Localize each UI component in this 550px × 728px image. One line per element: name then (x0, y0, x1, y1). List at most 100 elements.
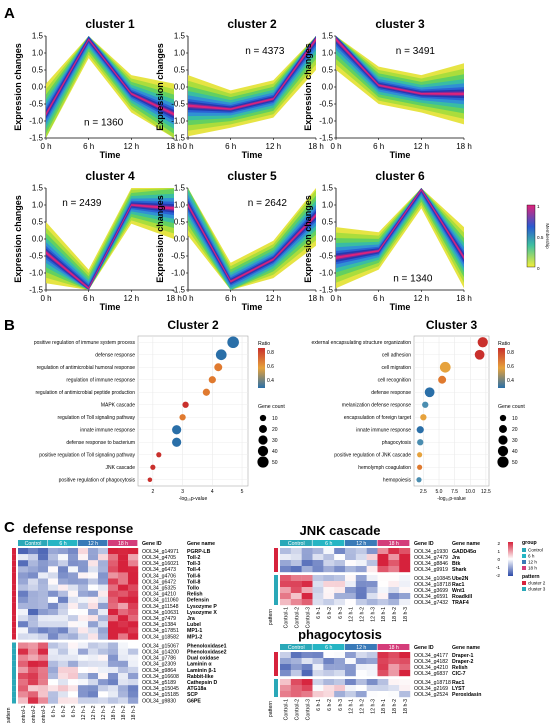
count-legend-dot (258, 435, 268, 445)
heatmap-cell (78, 654, 89, 661)
heatmap-cell (312, 664, 324, 671)
heatmap-cell (28, 621, 39, 628)
pattern-bar (274, 599, 278, 605)
heatmap-cell (58, 621, 69, 628)
sample-label: 12 h-3 (370, 607, 376, 622)
heatmap-cell (290, 554, 302, 561)
heatmap-cell (78, 648, 89, 655)
heatmap-cell (98, 685, 109, 692)
heatmap-cell (128, 673, 139, 680)
heatmap-cell (377, 554, 389, 561)
heatmap-cell (345, 599, 357, 606)
heatmap-cell (345, 560, 357, 567)
heatmap-cell (399, 560, 411, 567)
x-tick-label: 6 h (83, 142, 94, 151)
gene-id: OOL34_g15067 (142, 643, 179, 649)
heatmap-cell (28, 554, 39, 561)
heatmap-cell (58, 584, 69, 591)
heatmap-cell (355, 679, 367, 686)
heatmap-cell (68, 596, 79, 604)
y-tick-label: -0.5 (29, 252, 43, 261)
heatmap-cell (388, 652, 400, 659)
group-header-label: 18 h (389, 541, 399, 547)
gene-id: OOL34_g15045 (142, 686, 179, 692)
heatmap-cell (108, 572, 119, 579)
membership-tick: 1 (537, 204, 540, 209)
heatmap-cell (68, 560, 79, 567)
heatmap-cell (108, 660, 119, 668)
heatmap-cell (118, 660, 129, 668)
ratio-tick: 0.8 (507, 350, 514, 356)
heatmap-cell (88, 578, 99, 585)
y-axis-label: Expression changes (13, 195, 23, 283)
count-legend-label: 10 (272, 416, 278, 422)
heatmap-cell (118, 679, 129, 686)
term-label: external encapsulating structure organiz… (311, 340, 411, 346)
y-tick-label: 0.0 (32, 83, 44, 92)
x-tick-label: 10.0 (465, 489, 475, 495)
heatmap-cell (355, 587, 367, 594)
heatmap-cell (78, 572, 89, 579)
y-tick-label: 1.0 (174, 49, 186, 58)
heatmap-cell (98, 548, 109, 555)
heatmap-cell (18, 560, 29, 567)
gene-name: ClC-7 (452, 671, 466, 677)
heatmap-cell (323, 560, 335, 567)
heatmap-cell (366, 560, 378, 567)
heatmap-cell (38, 621, 49, 628)
heatmap-cell (128, 648, 139, 655)
gene-id: OOL34_g2309 (142, 662, 176, 668)
heatmap-cell (28, 609, 39, 616)
heatmap-cell (334, 685, 346, 692)
count-legend-dot (257, 445, 269, 457)
group-legend-swatch (522, 548, 526, 552)
heatmap-cell (312, 670, 324, 677)
heatmap-cell (58, 679, 69, 686)
heatmap-cell (399, 685, 411, 692)
group-header-2 (345, 540, 377, 546)
gene-name: Relish (187, 592, 203, 598)
heatmap-cell (290, 664, 302, 671)
gene-name: Peroxidasin (452, 692, 481, 698)
term-label: cell migration (382, 365, 412, 371)
heatmap-cell (118, 596, 129, 604)
pattern-bar (274, 554, 278, 560)
heatmap-cell (28, 666, 39, 674)
pattern-legend-title: pattern (522, 574, 540, 580)
heatmap-cell (334, 658, 346, 665)
heatmap-cell (334, 587, 346, 594)
heatmap-cell (399, 679, 411, 686)
gene-name: PGRP-LB (187, 549, 211, 555)
cluster-count: n = 2439 (62, 198, 102, 209)
heatmap-cell (118, 615, 129, 622)
gene-name: Lubel (187, 622, 201, 628)
gene-id: OOL34_g7786 (142, 656, 176, 662)
y-tick-label: 0.5 (322, 218, 334, 227)
heatmap-cell (68, 548, 79, 555)
heatmap-cell (366, 554, 378, 561)
heatmap-cell (38, 666, 49, 674)
heatmap-cell (290, 548, 302, 555)
membership-band-3 (188, 36, 316, 121)
gene-id: OOL34_g7479 (414, 555, 448, 561)
heatmap-cell (118, 578, 129, 585)
heatmap-cell (28, 590, 39, 597)
heatmap-cell (280, 691, 292, 698)
x-axis-label: Time (100, 150, 121, 160)
heatmap-cell (366, 658, 378, 665)
zscore-colorbar (508, 542, 513, 576)
heatmap-cell (38, 609, 49, 616)
heatmap-cell (38, 554, 49, 561)
heatmap-cell (28, 560, 39, 567)
heatmap-cell (28, 627, 39, 634)
heatmap-cell (28, 566, 39, 573)
membership-band-7 (188, 36, 316, 111)
heatmap-title: defense response (23, 521, 134, 536)
heatmap-jnk-cascade: JNK cascade Control 6 h 12 h 18 h Gene ID Gene… (268, 523, 480, 628)
heatmap-cell (280, 652, 292, 659)
pattern-bar (12, 633, 16, 640)
heatmap-cell (98, 590, 109, 597)
heatmap-cell (58, 615, 69, 622)
heatmap-cell (78, 602, 89, 610)
